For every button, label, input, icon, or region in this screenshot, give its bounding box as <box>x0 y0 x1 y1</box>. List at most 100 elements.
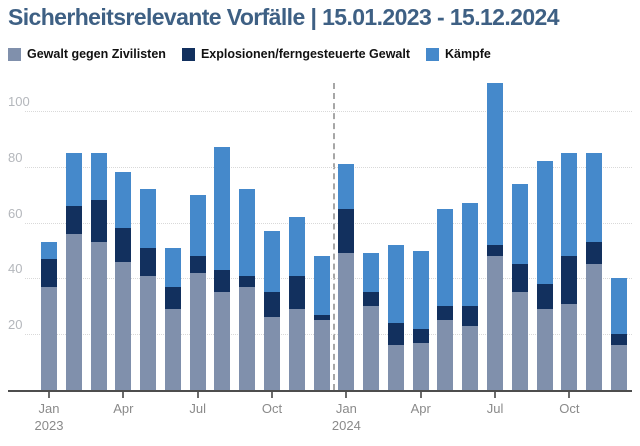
gridline-y100 <box>25 111 632 112</box>
bar-jul-2023-series-0[interactable] <box>189 272 206 390</box>
bar-feb-2023-series-1[interactable] <box>65 205 82 234</box>
chart-title: Sicherheitsrelevante Vorfälle | 15.01.20… <box>8 4 560 30</box>
year-separator-line <box>333 83 335 390</box>
bar-jun-2023-series-2[interactable] <box>164 247 181 287</box>
bar-jan-2024-series-1[interactable] <box>338 208 355 254</box>
x-axis-label-jan2023: Jan <box>38 401 60 416</box>
bar-jul-2024-series-2[interactable] <box>487 83 504 245</box>
bar-feb-2023-series-0[interactable] <box>65 233 82 390</box>
bar-aug-2023-series-2[interactable] <box>214 147 231 271</box>
x-axis-tick-apr <box>419 392 422 398</box>
bar-apr-2023-series-0[interactable] <box>115 261 132 390</box>
bar-apr-2023-series-2[interactable] <box>115 172 132 229</box>
bar-nov-2024-series-0[interactable] <box>586 264 603 390</box>
bar-apr-2024-series-1[interactable] <box>412 328 429 343</box>
bar-feb-2023-series-2[interactable] <box>65 152 82 206</box>
bar-dec-2024-series-2[interactable] <box>610 278 627 335</box>
civilians-color-swatch-icon <box>8 47 21 61</box>
y-axis-tick-label-20: 20 <box>8 317 23 333</box>
y-axis-tick-label-60: 60 <box>8 205 23 221</box>
x-axis-label-jul: Jul <box>486 401 504 416</box>
bar-jul-2024-series-1[interactable] <box>487 244 504 257</box>
x-axis-tick-oct <box>271 392 274 398</box>
bar-aug-2023-series-0[interactable] <box>214 292 231 390</box>
gridline-y80 <box>25 166 632 168</box>
bar-oct-2024-series-1[interactable] <box>561 256 578 304</box>
legend-label-explosions: Explosionen/ferngesteuerte Gewalt <box>200 47 411 61</box>
x-axis-year-label-2023: 2023 <box>34 418 64 433</box>
bar-oct-2023-series-0[interactable] <box>264 317 281 390</box>
bar-nov-2024-series-2[interactable] <box>586 152 603 243</box>
bar-apr-2023-series-1[interactable] <box>115 228 132 262</box>
bar-sep-2023-series-2[interactable] <box>239 189 256 276</box>
bar-jan-2023-series-0[interactable] <box>41 286 57 390</box>
bar-oct-2023-series-1[interactable] <box>264 292 281 318</box>
bar-may-2024-series-0[interactable] <box>437 320 454 390</box>
bar-may-2024-series-2[interactable] <box>437 208 454 307</box>
bar-may-2023-series-2[interactable] <box>140 189 157 248</box>
bar-mar-2023-series-2[interactable] <box>90 152 107 201</box>
y-axis-tick-label-40: 40 <box>8 261 23 277</box>
bar-aug-2023-series-1[interactable] <box>214 270 231 293</box>
bar-oct-2024-series-0[interactable] <box>561 303 578 390</box>
bar-dec-2023-series-1[interactable] <box>313 314 330 321</box>
bar-jan-2024-series-2[interactable] <box>338 164 355 209</box>
bar-jul-2023-series-2[interactable] <box>189 194 206 257</box>
bar-may-2024-series-1[interactable] <box>437 306 454 321</box>
bar-jul-2023-series-1[interactable] <box>189 256 206 273</box>
bar-sep-2024-series-0[interactable] <box>536 309 553 390</box>
bar-jun-2024-series-1[interactable] <box>462 306 479 326</box>
bar-feb-2024-series-2[interactable] <box>363 253 380 293</box>
chart-legend: Gewalt gegen Zivilisten Explosionen/fern… <box>8 47 491 61</box>
bar-nov-2023-series-1[interactable] <box>288 275 305 310</box>
bar-dec-2023-series-2[interactable] <box>313 256 330 315</box>
bar-aug-2024-series-0[interactable] <box>511 292 528 390</box>
legend-label-civilians: Gewalt gegen Zivilisten <box>27 47 166 61</box>
bar-jun-2023-series-0[interactable] <box>164 309 181 390</box>
x-axis-year-label-2024: 2024 <box>331 418 361 433</box>
bar-mar-2024-series-2[interactable] <box>387 244 404 324</box>
bar-feb-2024-series-0[interactable] <box>363 306 380 390</box>
bar-sep-2024-series-1[interactable] <box>536 283 553 310</box>
bar-mar-2023-series-0[interactable] <box>90 242 107 390</box>
bar-jun-2024-series-2[interactable] <box>462 203 479 307</box>
bar-nov-2023-series-2[interactable] <box>288 217 305 276</box>
bar-may-2023-series-1[interactable] <box>140 247 157 276</box>
bar-jun-2023-series-1[interactable] <box>164 286 181 310</box>
x-axis-label-jul: Jul <box>189 401 206 416</box>
bar-mar-2024-series-1[interactable] <box>387 323 404 346</box>
x-axis-label-apr: Apr <box>113 401 134 416</box>
bar-nov-2024-series-1[interactable] <box>586 242 603 265</box>
battles-color-swatch-icon <box>426 47 440 61</box>
bar-mar-2023-series-1[interactable] <box>90 200 107 243</box>
bar-oct-2024-series-2[interactable] <box>561 152 578 257</box>
bar-aug-2024-series-1[interactable] <box>511 264 528 293</box>
legend-item-explosions: Explosionen/ferngesteuerte Gewalt <box>181 47 411 61</box>
x-axis-tick-jan2024 <box>345 392 348 398</box>
bar-dec-2024-series-0[interactable] <box>610 345 627 390</box>
bar-dec-2024-series-1[interactable] <box>610 334 627 346</box>
bar-sep-2023-series-1[interactable] <box>239 275 256 287</box>
bar-oct-2023-series-2[interactable] <box>264 230 281 293</box>
bar-sep-2023-series-0[interactable] <box>239 286 256 390</box>
bar-jun-2024-series-0[interactable] <box>462 325 479 390</box>
bar-jan-2023-series-1[interactable] <box>41 258 57 287</box>
bar-may-2023-series-0[interactable] <box>140 275 157 390</box>
bar-apr-2024-series-0[interactable] <box>412 342 429 390</box>
bar-sep-2024-series-2[interactable] <box>536 161 553 284</box>
bar-jul-2024-series-0[interactable] <box>487 256 504 390</box>
bar-apr-2024-series-2[interactable] <box>412 250 429 329</box>
bar-feb-2024-series-1[interactable] <box>363 292 380 307</box>
bar-dec-2023-series-0[interactable] <box>313 320 330 390</box>
bar-aug-2024-series-2[interactable] <box>511 183 528 265</box>
explosions-color-swatch-icon <box>181 47 195 61</box>
x-axis-label-oct: Oct <box>559 401 580 416</box>
bar-jan-2024-series-0[interactable] <box>338 253 355 390</box>
bar-jan-2023-series-2[interactable] <box>41 242 57 259</box>
bar-mar-2024-series-0[interactable] <box>387 345 404 390</box>
bar-nov-2023-series-0[interactable] <box>288 309 305 390</box>
x-axis-label-apr: Apr <box>410 401 431 416</box>
x-axis-tick-jul <box>196 392 199 398</box>
x-axis-tick-jul <box>494 392 497 398</box>
